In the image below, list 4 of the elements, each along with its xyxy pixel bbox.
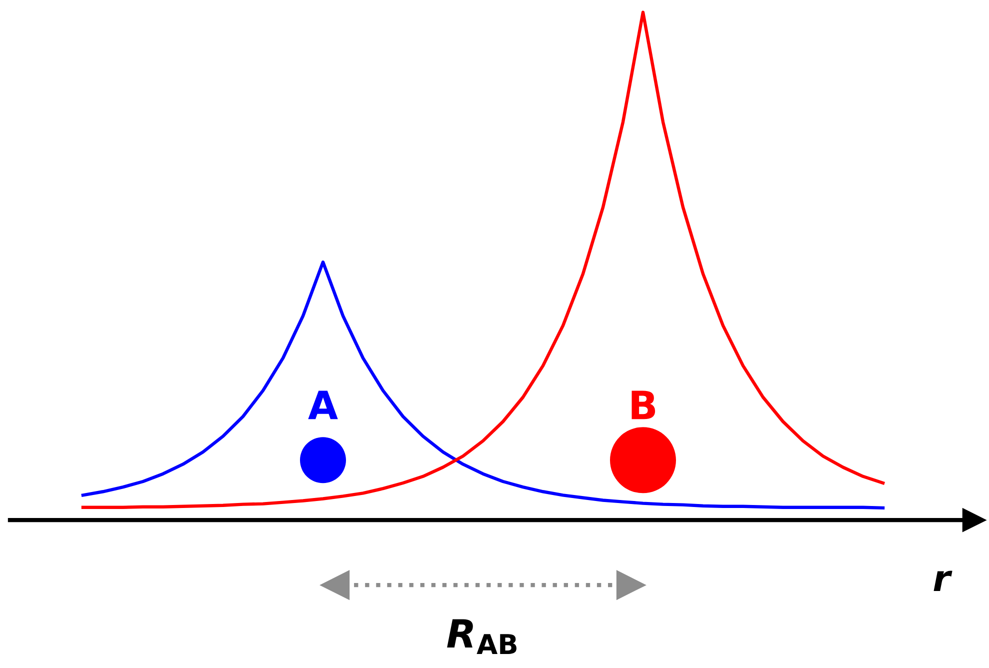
text: R$_{AB}$ — [447, 619, 516, 654]
annotation: A — [308, 390, 338, 420]
x-axis-title: r — [934, 570, 952, 591]
annotation: B — [632, 390, 656, 420]
